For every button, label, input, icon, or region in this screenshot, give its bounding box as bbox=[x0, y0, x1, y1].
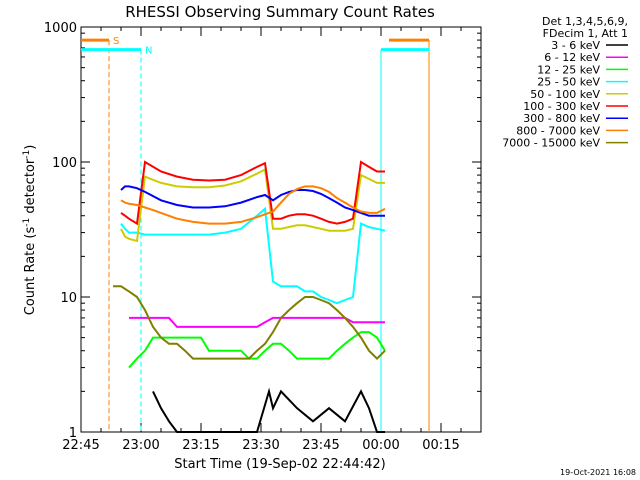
x-tick-label: 23:15 bbox=[182, 438, 219, 453]
marker-label: S bbox=[113, 36, 119, 47]
legend-label: 6 - 12 keV bbox=[544, 51, 600, 64]
legend-label: 25 - 50 keV bbox=[537, 76, 600, 89]
legend-header: FDecim 1, Att 1 bbox=[543, 27, 628, 40]
y-tick-label: 100 bbox=[52, 156, 77, 171]
legend-label: 3 - 6 keV bbox=[551, 39, 600, 52]
legend-label: 300 - 800 keV bbox=[523, 112, 600, 125]
legend-label: 800 - 7000 keV bbox=[516, 124, 600, 137]
legend-label: 50 - 100 keV bbox=[530, 88, 600, 101]
series-line bbox=[120, 185, 386, 225]
y-tick-label: 1000 bbox=[44, 21, 77, 36]
x-tick-label: 00:00 bbox=[362, 438, 399, 453]
footer-date: 19-Oct-2021 16:08 bbox=[560, 468, 636, 477]
series-line bbox=[120, 160, 385, 226]
series-line bbox=[120, 206, 386, 305]
x-tick-label: 22:45 bbox=[62, 438, 99, 453]
chart-title: RHESSI Observing Summary Count Rates bbox=[125, 3, 435, 21]
legend-header: Det 1,3,4,5,6,9, bbox=[542, 15, 628, 28]
x-tick-label: 23:45 bbox=[302, 438, 339, 453]
x-tick-label: 23:30 bbox=[242, 438, 279, 453]
marker-label: N bbox=[145, 46, 152, 57]
series-line bbox=[113, 285, 386, 361]
legend: Det 1,3,4,5,6,9,FDecim 1, Att 13 - 6 keV… bbox=[502, 15, 628, 150]
series-line bbox=[129, 316, 385, 328]
legend-label: 12 - 25 keV bbox=[537, 63, 600, 76]
plot-area: 1 10 100 1000 22:45 23:00 23:15 23:30 23:45 00:00… bbox=[44, 21, 482, 453]
x-axis-label: Start Time (19-Sep-02 22:44:42) bbox=[174, 457, 385, 472]
y-axis-label: Count Rate (s-1 detector-1) bbox=[22, 145, 38, 316]
y-tick-label: 10 bbox=[60, 291, 77, 306]
legend-label: 100 - 300 keV bbox=[523, 100, 600, 113]
y-tick-label: 1 bbox=[69, 426, 77, 441]
series-line bbox=[128, 331, 386, 369]
x-tick-label: 23:00 bbox=[122, 438, 159, 453]
x-tick-label: 00:15 bbox=[422, 438, 459, 453]
series-line bbox=[120, 185, 385, 217]
legend-label: 7000 - 15000 keV bbox=[502, 137, 600, 150]
series-line bbox=[120, 167, 385, 243]
series-line bbox=[152, 387, 385, 433]
